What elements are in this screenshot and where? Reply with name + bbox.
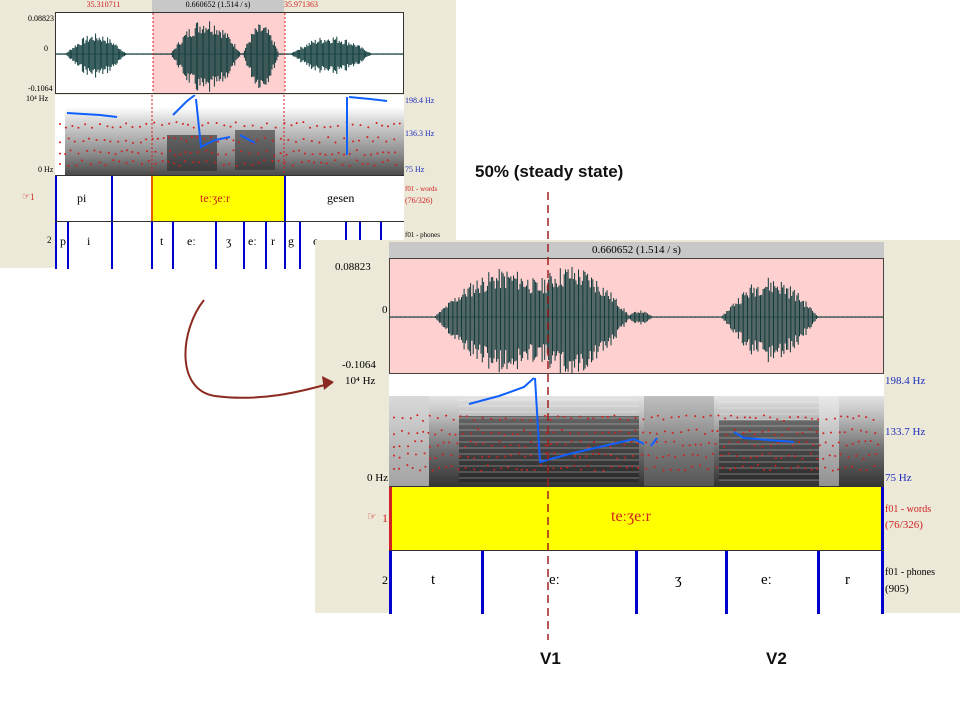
pitch-mid-label: 136.3 Hz — [405, 129, 435, 138]
overview-editor-panel: 35.310711 0.660652 (1.514 / s) 35.971363… — [0, 0, 456, 269]
tier1-count: (76/326) — [405, 196, 433, 205]
tier2-name: f01 - phones — [405, 231, 440, 239]
phone-interval: ʒ — [675, 572, 682, 588]
phone-interval: r — [271, 234, 275, 248]
selection-duration[interactable]: 0.660652 (1.514 / s) — [152, 0, 284, 12]
tier1-number: 1 — [30, 192, 35, 202]
phone-interval: eː — [549, 572, 560, 588]
pitch-bottom-label: 75 Hz — [885, 472, 912, 484]
word-interval-selected: teːʒeːr — [200, 191, 230, 205]
amplitude-zero-label: 0 — [382, 304, 388, 316]
spectrogram-small — [59, 95, 404, 175]
tier1-pointer-icon: ☞ — [22, 191, 31, 201]
amplitude-max-label: 0.08823 — [335, 261, 371, 273]
amplitude-zero-label: 0 — [44, 44, 48, 53]
amplitude-min-label: -0.1064 — [28, 84, 53, 93]
tier1-name: f01 - words — [885, 504, 932, 515]
tier1-selected-interval[interactable] — [152, 176, 284, 222]
tier2-name: f01 - phones — [885, 567, 935, 578]
phone-interval: eː — [761, 572, 772, 588]
phone-interval: i — [87, 234, 91, 248]
waveform-pane[interactable] — [55, 12, 404, 94]
phone-interval: eː — [248, 234, 257, 248]
frequency-bottom-label: 0 Hz — [367, 472, 389, 484]
frequency-bottom-label: 0 Hz — [38, 165, 54, 174]
tier1-name: f01 - words — [405, 185, 438, 193]
selection-end-time: 35.971363 — [284, 0, 404, 12]
phone-interval: ʒ — [226, 234, 232, 248]
spectrogram-pane[interactable] — [389, 374, 884, 486]
pitch-bottom-label: 75 Hz — [405, 165, 425, 174]
amplitude-min-label: -0.1064 — [342, 359, 376, 371]
phone-interval: r — [845, 572, 850, 588]
tier1-count: (76/326) — [885, 519, 923, 531]
phone-interval: t — [160, 234, 164, 248]
phone-interval: p — [60, 234, 66, 248]
tier1-number: 1 — [382, 511, 388, 525]
pitch-top-label: 198.4 Hz — [405, 96, 435, 105]
word-interval-selected: teːʒeːr — [611, 508, 651, 525]
tier1-words[interactable]: teːʒeːr — [389, 486, 884, 551]
phone-interval: t — [431, 572, 436, 588]
waveform-large — [390, 266, 883, 373]
waveform-pane[interactable] — [389, 258, 884, 374]
tier1-words[interactable]: pi teːʒeːr gesen — [55, 175, 404, 222]
word-interval: gesen — [327, 191, 355, 205]
selection-start-time: 35.310711 — [55, 0, 152, 12]
word-interval: pi — [77, 191, 87, 205]
frequency-top-label: 10⁴ Hz — [26, 94, 49, 103]
tier2-number: 2 — [47, 235, 52, 245]
v2-label: V2 — [766, 649, 787, 668]
waveform-small — [56, 13, 403, 93]
amplitude-max-label: 0.08823 — [28, 14, 54, 23]
phone-interval: g — [288, 234, 294, 248]
spectrogram-large — [389, 377, 884, 486]
tier1-pointer-icon: ☞ — [367, 511, 377, 523]
steady-state-label: 50% (steady state) — [475, 162, 624, 181]
pitch-mid-label: 133.7 Hz — [885, 426, 926, 438]
selection-duration[interactable]: 0.660652 (1.514 / s) — [389, 242, 884, 258]
tier2-count: (905) — [885, 583, 909, 595]
frequency-top-label: 10⁴ Hz — [345, 375, 376, 387]
zoomed-editor-panel: 0.660652 (1.514 / s) 0.08823 0 -0.1064 1… — [315, 240, 960, 614]
tier2-number: 2 — [382, 573, 388, 587]
spectrogram-pane[interactable] — [55, 95, 404, 175]
v1-label: V1 — [540, 649, 561, 668]
zoom-arrow — [184, 299, 333, 399]
phone-interval: eː — [187, 234, 196, 248]
tier2-phones[interactable]: t eː ʒ eː r — [389, 550, 884, 614]
pitch-top-label: 198.4 Hz — [885, 375, 926, 387]
